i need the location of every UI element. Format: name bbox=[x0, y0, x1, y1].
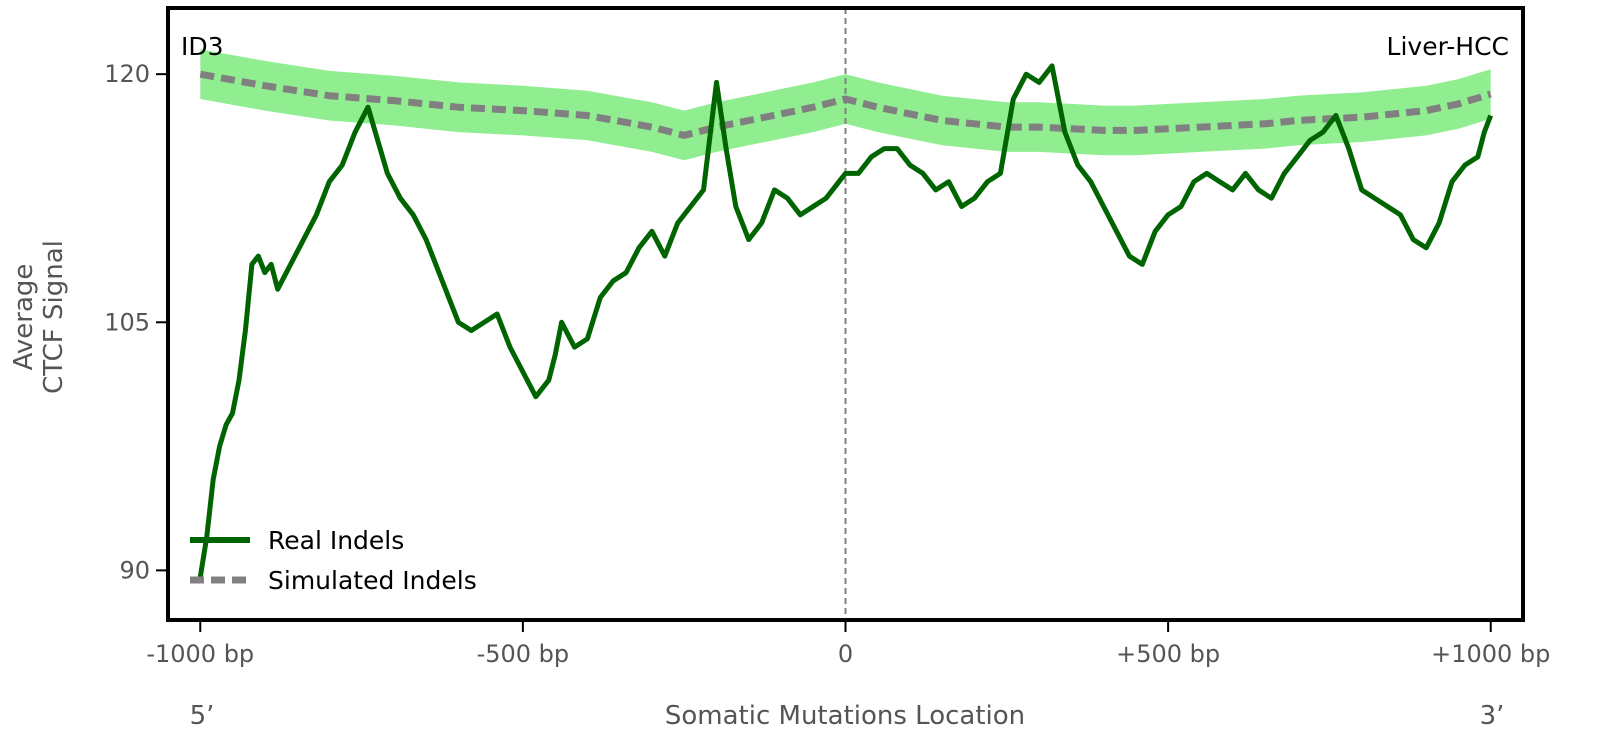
five-prime-label: 5’ bbox=[190, 701, 215, 731]
y-tick-label: 120 bbox=[104, 60, 150, 88]
confidence-band-layer bbox=[200, 49, 1491, 161]
x-tick-label: -1000 bp bbox=[146, 640, 254, 668]
y-axis-title-line-2: CTCF Signal bbox=[39, 240, 69, 394]
x-axis-title: Somatic Mutations Location bbox=[665, 701, 1025, 731]
simulated-confidence-band bbox=[200, 49, 1491, 161]
x-tick-label: +1000 bp bbox=[1431, 640, 1550, 668]
series-line-simulated-indels bbox=[199, 70, 1492, 139]
legend-label-real-indels: Real Indels bbox=[268, 526, 404, 555]
y-tick-label: 90 bbox=[119, 556, 150, 584]
subtitle-liver-hcc: Liver-HCC bbox=[1387, 32, 1509, 61]
subtitle-id3: ID3 bbox=[181, 32, 224, 61]
three-prime-label: 3’ bbox=[1480, 701, 1505, 731]
x-tick-label: -500 bp bbox=[477, 640, 570, 668]
x-tick-label: 0 bbox=[838, 640, 853, 668]
x-ticks: -1000 bp -500 bp 0 +500 bp +1000 bp bbox=[146, 620, 1550, 668]
series-line-real-indels bbox=[197, 63, 1494, 578]
series-layer bbox=[197, 63, 1494, 578]
y-axis-title-line-1: Average bbox=[9, 264, 39, 371]
y-tick-label: 105 bbox=[104, 308, 150, 336]
legend: Real Indels Simulated Indels bbox=[190, 526, 477, 595]
x-tick-label: +500 bp bbox=[1116, 640, 1220, 668]
legend-label-simulated-indels: Simulated Indels bbox=[268, 566, 477, 595]
y-ticks: 90 105 120 bbox=[104, 60, 168, 584]
